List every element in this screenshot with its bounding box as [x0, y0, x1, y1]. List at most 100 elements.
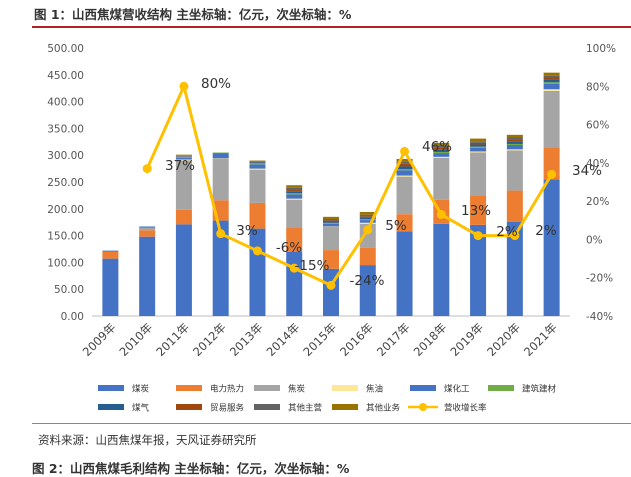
growth-rate-point — [216, 229, 226, 239]
bar-segment — [286, 190, 303, 192]
x-tick-label: 2019年 — [447, 320, 486, 359]
bar-segment — [286, 198, 303, 200]
line-layer: 37% 80% 3% -6% -15% -24% 5% 46% 13% 2% 2% 34% — [142, 76, 602, 290]
bar-segment — [433, 157, 450, 200]
legend-label: 其他主营 — [288, 403, 322, 414]
legend-swatch — [332, 404, 358, 410]
legend-label: 煤气 — [132, 403, 150, 414]
x-tick-label: 2020年 — [484, 320, 523, 359]
bar-segment — [396, 166, 413, 170]
growth-rate-point — [436, 210, 446, 220]
next-figure-title: 图 2：山西焦煤毛利结构 主坐标轴：亿元，次坐标轴：% — [32, 461, 350, 476]
y-left-tick-label: 350.00 — [47, 123, 84, 135]
growth-rate-label: 13% — [461, 203, 491, 219]
y-left-tick-label: 50.00 — [54, 284, 84, 296]
bar-segment — [249, 162, 266, 164]
growth-rate-point — [179, 81, 189, 91]
bar-segment — [286, 193, 303, 195]
bar-segment — [212, 220, 229, 316]
legend-label: 电力热力 — [210, 384, 244, 395]
legend-label: 营收增长率 — [444, 403, 487, 414]
growth-rate-point — [547, 169, 557, 179]
legend-swatch — [176, 385, 202, 391]
bar-segment — [470, 151, 487, 153]
growth-rate-point — [473, 231, 483, 241]
bar-segment — [506, 149, 523, 151]
bar-segment — [286, 187, 303, 191]
legend-swatch — [98, 385, 124, 391]
bar-segment — [212, 152, 229, 154]
bar-segment — [433, 149, 450, 152]
bar-segment — [506, 150, 523, 191]
bar-segment — [139, 226, 156, 228]
x-tick-label: 2016年 — [337, 320, 376, 359]
bar-segment — [359, 247, 376, 266]
y-left-tick-label: 100.00 — [47, 257, 84, 269]
bar-segment — [359, 212, 376, 215]
legend-swatch — [254, 385, 280, 391]
source-note: 资料来源：山西焦煤年报，天风证券研究所 — [38, 433, 257, 447]
bar-segment — [470, 147, 487, 152]
y-left-tick-label: 300.00 — [47, 150, 84, 162]
bar-segment — [323, 223, 339, 224]
figure-title: 图 1：山西焦煤营收结构 主坐标轴：亿元，次坐标轴：% — [34, 7, 352, 22]
growth-rate-label: -6% — [276, 240, 302, 256]
legend-swatch — [98, 404, 124, 410]
bar-segment — [175, 159, 192, 161]
bar-segment — [506, 143, 523, 146]
bar-segment — [433, 142, 450, 146]
bar-segment — [543, 77, 560, 80]
x-tick-label: 2013年 — [227, 320, 266, 359]
y-left-tick-label: 450.00 — [47, 70, 84, 82]
bar-segment — [212, 158, 229, 159]
bar-segment — [249, 160, 266, 162]
legend-swatch — [254, 404, 280, 410]
legend-swatch — [332, 385, 358, 391]
bar-segment — [359, 218, 376, 221]
bar-segment — [323, 220, 339, 223]
y-left-tick-label: 500.00 — [47, 43, 84, 55]
bar-segment — [359, 214, 376, 217]
bar-segment — [543, 82, 560, 84]
bar-segment — [102, 250, 119, 252]
bar-segment — [433, 153, 450, 157]
bar-segment — [249, 228, 266, 316]
y-left-tick-label: 200.00 — [47, 204, 84, 216]
bar-segment — [396, 214, 413, 232]
bar-segment — [543, 89, 560, 91]
bar-segment — [506, 145, 523, 150]
bar-segment — [212, 153, 229, 159]
bar-segment — [249, 161, 266, 162]
growth-rate-label: 37% — [165, 158, 195, 174]
bar-segment — [175, 156, 192, 157]
growth-rate-label: -24% — [350, 273, 385, 289]
bar-segment — [543, 79, 560, 83]
bar-segment — [470, 224, 487, 316]
bar-segment — [433, 151, 450, 154]
bar-segment — [470, 141, 487, 143]
y-left-tick-label: 250.00 — [47, 177, 84, 189]
growth-rate-point — [252, 246, 262, 256]
y-left-tick-label: 400.00 — [47, 97, 84, 109]
bar-segment — [286, 199, 303, 228]
legend-swatch — [410, 385, 436, 391]
bar-segment — [396, 176, 413, 215]
bar-segment — [396, 163, 413, 167]
growth-rate-label: 2% — [496, 224, 518, 240]
legend-label: 贸易服务 — [210, 403, 245, 414]
bar-segment — [175, 154, 192, 156]
bar-segment — [543, 75, 560, 78]
bar-segment — [506, 141, 523, 144]
y-right-tick-label: 80% — [586, 81, 609, 93]
chart: 0.00 50.00 100.00 150.00 200.00 250.00 300.00 3… — [47, 43, 616, 414]
legend-label: 焦油 — [366, 384, 383, 395]
bar-segment — [433, 145, 450, 148]
bar-segment — [543, 90, 560, 148]
bar-segment — [323, 223, 339, 227]
bar-segment — [543, 179, 560, 316]
bar-segment — [359, 217, 376, 219]
growth-rate-point — [400, 146, 410, 156]
bar-segment — [139, 227, 156, 231]
legend-label: 焦炭 — [288, 384, 306, 395]
